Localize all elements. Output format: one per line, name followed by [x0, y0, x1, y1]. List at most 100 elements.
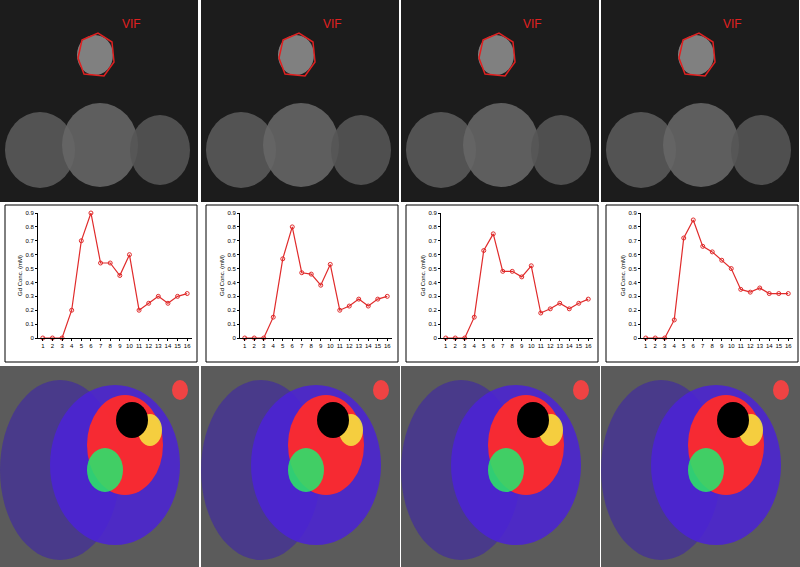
svg-text:0.1: 0.1 — [227, 321, 236, 327]
svg-text:0.7: 0.7 — [227, 238, 236, 244]
svg-text:8: 8 — [109, 343, 113, 349]
svg-text:0.6: 0.6 — [227, 252, 236, 258]
svg-text:4: 4 — [272, 343, 276, 349]
svg-text:9: 9 — [319, 343, 323, 349]
svg-text:9: 9 — [118, 343, 122, 349]
svg-text:16: 16 — [384, 343, 391, 349]
svg-text:0.2: 0.2 — [25, 307, 34, 313]
svg-text:0.1: 0.1 — [25, 321, 34, 327]
svg-text:0.3: 0.3 — [25, 293, 34, 299]
svg-text:1: 1 — [444, 343, 448, 349]
svg-text:0: 0 — [633, 335, 637, 341]
svg-text:15: 15 — [174, 343, 181, 349]
svg-text:10: 10 — [528, 343, 535, 349]
svg-text:Gd Conc. (mM): Gd Conc. (mM) — [620, 255, 626, 296]
svg-text:0.6: 0.6 — [428, 252, 437, 258]
svg-text:VIF: VIF — [122, 17, 141, 31]
svg-text:0.5: 0.5 — [428, 266, 437, 272]
svg-text:3: 3 — [262, 343, 266, 349]
svg-text:9: 9 — [520, 343, 524, 349]
svg-text:10: 10 — [126, 343, 133, 349]
svg-text:13: 13 — [556, 343, 563, 349]
svg-text:1: 1 — [243, 343, 247, 349]
svg-text:Gd Conc. (mM): Gd Conc. (mM) — [17, 255, 23, 296]
svg-text:3: 3 — [60, 343, 64, 349]
svg-text:3: 3 — [663, 343, 667, 349]
svg-text:5: 5 — [482, 343, 486, 349]
svg-text:11: 11 — [738, 343, 745, 349]
svg-text:VIF: VIF — [723, 17, 742, 31]
svg-text:5: 5 — [281, 343, 285, 349]
svg-text:6: 6 — [291, 343, 295, 349]
svg-text:12: 12 — [145, 343, 152, 349]
svg-text:15: 15 — [575, 343, 582, 349]
svg-text:14: 14 — [766, 343, 773, 349]
svg-text:15: 15 — [374, 343, 381, 349]
svg-text:12: 12 — [346, 343, 353, 349]
svg-text:11: 11 — [538, 343, 545, 349]
svg-text:0.4: 0.4 — [628, 280, 637, 286]
svg-text:4: 4 — [70, 343, 74, 349]
svg-text:0.9: 0.9 — [227, 210, 236, 216]
svg-text:16: 16 — [785, 343, 792, 349]
svg-text:2: 2 — [654, 343, 658, 349]
svg-text:6: 6 — [692, 343, 696, 349]
svg-text:0.8: 0.8 — [428, 224, 437, 230]
svg-text:3: 3 — [463, 343, 467, 349]
svg-text:13: 13 — [355, 343, 362, 349]
svg-text:2: 2 — [51, 343, 55, 349]
svg-text:16: 16 — [585, 343, 592, 349]
svg-text:14: 14 — [566, 343, 573, 349]
svg-text:0.2: 0.2 — [628, 307, 637, 313]
svg-text:0.1: 0.1 — [428, 321, 437, 327]
svg-text:15: 15 — [775, 343, 782, 349]
svg-text:7: 7 — [701, 343, 705, 349]
svg-text:4: 4 — [673, 343, 677, 349]
svg-text:0.7: 0.7 — [25, 238, 34, 244]
svg-text:10: 10 — [327, 343, 334, 349]
svg-text:0.8: 0.8 — [25, 224, 34, 230]
svg-text:8: 8 — [310, 343, 314, 349]
svg-text:14: 14 — [365, 343, 372, 349]
svg-text:11: 11 — [136, 343, 143, 349]
svg-text:0.3: 0.3 — [428, 293, 437, 299]
svg-text:14: 14 — [165, 343, 172, 349]
svg-text:Gd Conc. (mM): Gd Conc. (mM) — [219, 255, 225, 296]
svg-text:2: 2 — [454, 343, 458, 349]
svg-text:0.4: 0.4 — [428, 280, 437, 286]
svg-text:0.2: 0.2 — [227, 307, 236, 313]
svg-text:0.6: 0.6 — [628, 252, 637, 258]
svg-text:5: 5 — [682, 343, 686, 349]
svg-text:0.1: 0.1 — [628, 321, 637, 327]
svg-text:0.8: 0.8 — [628, 224, 637, 230]
svg-text:12: 12 — [547, 343, 554, 349]
svg-text:0.4: 0.4 — [25, 280, 34, 286]
svg-text:10: 10 — [728, 343, 735, 349]
svg-text:0.5: 0.5 — [25, 266, 34, 272]
svg-text:7: 7 — [300, 343, 304, 349]
svg-text:5: 5 — [80, 343, 84, 349]
svg-text:VIF: VIF — [323, 17, 342, 31]
svg-text:7: 7 — [501, 343, 505, 349]
svg-text:8: 8 — [711, 343, 715, 349]
svg-text:4: 4 — [473, 343, 477, 349]
svg-text:0.9: 0.9 — [428, 210, 437, 216]
svg-text:1: 1 — [644, 343, 648, 349]
svg-text:2: 2 — [253, 343, 257, 349]
svg-text:12: 12 — [747, 343, 754, 349]
svg-text:13: 13 — [155, 343, 162, 349]
svg-text:VIF: VIF — [523, 17, 542, 31]
svg-text:8: 8 — [511, 343, 515, 349]
svg-text:9: 9 — [720, 343, 724, 349]
svg-text:16: 16 — [184, 343, 191, 349]
svg-text:0.8: 0.8 — [227, 224, 236, 230]
svg-text:0.4: 0.4 — [227, 280, 236, 286]
svg-text:0.5: 0.5 — [227, 266, 236, 272]
svg-text:11: 11 — [337, 343, 344, 349]
svg-text:0: 0 — [433, 335, 437, 341]
svg-text:0.6: 0.6 — [25, 252, 34, 258]
svg-text:0: 0 — [232, 335, 236, 341]
svg-text:0.2: 0.2 — [428, 307, 437, 313]
svg-text:0.7: 0.7 — [428, 238, 437, 244]
svg-text:7: 7 — [99, 343, 103, 349]
